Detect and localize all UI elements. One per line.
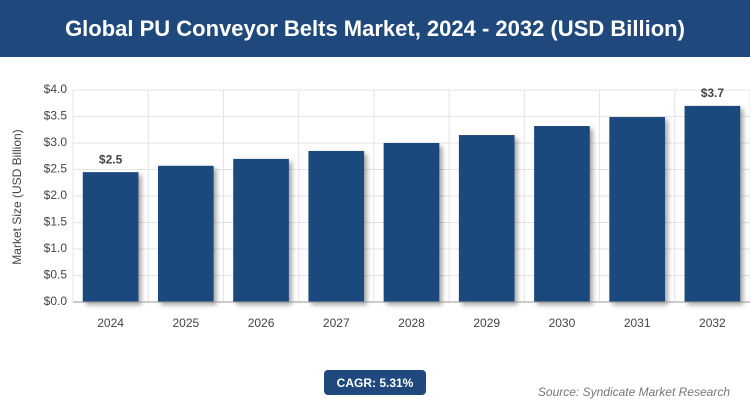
bar — [82, 172, 139, 302]
data-label: $3.7 — [701, 86, 725, 100]
x-tick-label: 2024 — [97, 316, 124, 330]
bar — [534, 126, 590, 302]
x-tick-label: 2032 — [699, 316, 726, 330]
x-tick-label: 2025 — [172, 316, 199, 330]
y-tick-label: $3.0 — [44, 135, 68, 149]
bar — [458, 135, 515, 302]
source: Source: Syndicate Market Research — [537, 385, 730, 399]
y-tick-label: $3.5 — [44, 109, 68, 123]
y-tick-label: $2.0 — [44, 188, 68, 202]
y-tick-label: $0.0 — [44, 294, 68, 308]
x-tick-label: 2026 — [248, 316, 275, 330]
x-tick-label: 2030 — [549, 316, 576, 330]
bar — [158, 165, 214, 302]
cagr-badge: CAGR: 5.31% — [324, 370, 426, 395]
header: Global PU Conveyor Belts Market, 2024 - … — [0, 0, 750, 57]
bar — [684, 105, 741, 303]
x-tick-label: 2028 — [398, 316, 425, 330]
y-tick-label: $1.0 — [44, 241, 68, 255]
bar — [308, 150, 365, 302]
y-tick-label: $1.5 — [44, 215, 68, 229]
y-tick-label: $4.0 — [44, 82, 68, 96]
y-tick-label: $0.5 — [44, 268, 68, 282]
data-label: $2.5 — [99, 152, 123, 166]
bar — [233, 158, 289, 302]
x-tick-label: 2031 — [624, 316, 651, 330]
bar — [383, 143, 440, 302]
x-tick-label: 2029 — [473, 316, 500, 330]
y-tick-label: $2.5 — [44, 162, 68, 176]
chart: Market Size (USD Billion) $0.0 $0.5 $1.0 $1… — [10, 82, 750, 330]
x-tick-label: 2027 — [323, 316, 350, 330]
bar — [609, 117, 665, 302]
y-axis-label: Market Size (USD Billion) — [10, 129, 24, 264]
